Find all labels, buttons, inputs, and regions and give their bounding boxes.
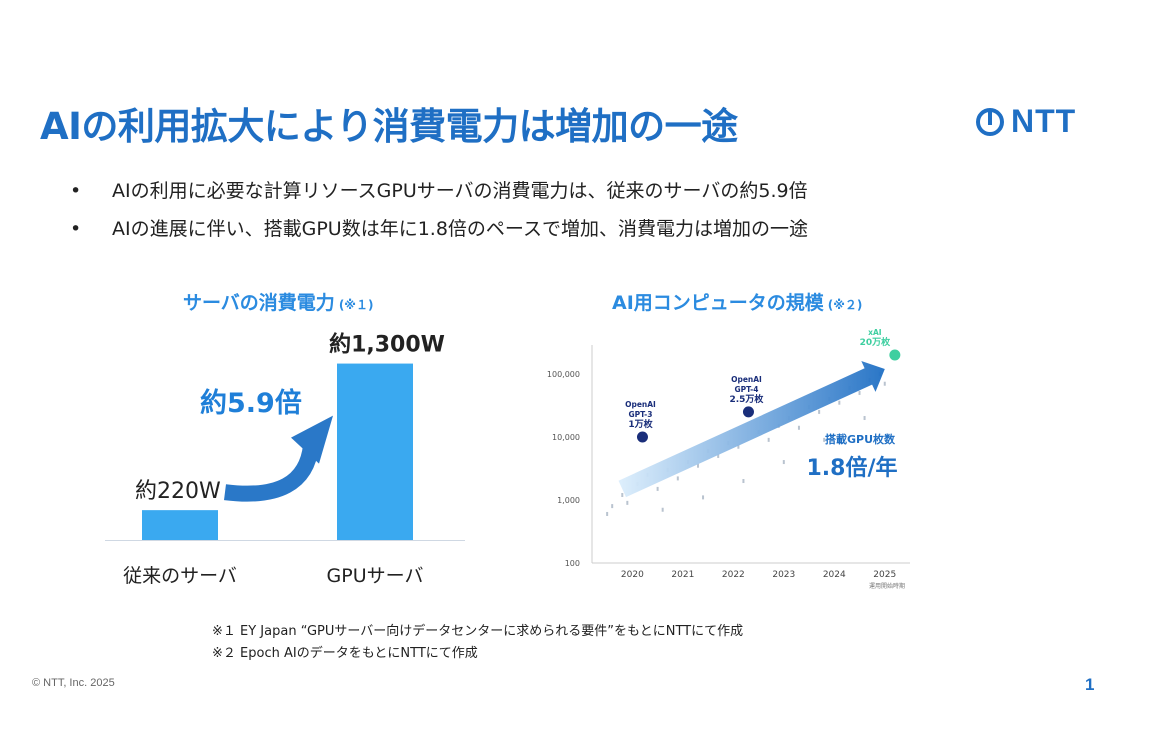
ntt-logo: NTT: [975, 103, 1076, 140]
x-tick-label: 2023: [772, 570, 795, 580]
data-point: [697, 463, 699, 468]
x-tick-label: 2024: [823, 570, 846, 580]
x-axis-note: 運用開始時期: [869, 582, 905, 590]
data-point: [818, 409, 821, 414]
data-label: 約220W: [135, 479, 221, 504]
ratio-annotation: 約5.9倍: [200, 387, 302, 419]
highlight-point: [742, 406, 754, 418]
y-tick-label: 100,000: [547, 370, 580, 379]
data-point: [863, 416, 866, 421]
data-point: [621, 493, 624, 498]
x-tick-label: 2025: [873, 570, 896, 580]
slide-title: AIの利用拡大により消費電力は増加の一途: [40, 105, 738, 148]
data-point: [823, 437, 826, 442]
bullet-item: AIの進展に伴い、搭載GPU数は年に1.8倍のペースで増加、消費電力は増加の一途: [70, 210, 808, 248]
data-point: [858, 390, 861, 395]
data-label: 約1,300W: [329, 332, 445, 358]
data-point: [626, 500, 629, 505]
data-point: [606, 511, 609, 516]
data-point: [661, 507, 664, 512]
data-point: [676, 476, 679, 481]
highlight-label: GPT-3: [628, 410, 652, 419]
right-chart-title-text: AI用コンピュータの規模: [612, 292, 824, 314]
x-tick-label: 2022: [722, 570, 745, 580]
category-label: GPUサーバ: [327, 565, 424, 587]
bullet-list: AIの利用に必要な計算リソースGPUサーバの消費電力は、従来のサーバの約5.9倍…: [70, 172, 808, 248]
trend-label: 搭載GPU枚数: [825, 432, 896, 446]
bar: [337, 363, 413, 540]
data-point: [717, 453, 720, 458]
data-point: [838, 400, 841, 405]
bullet-item: AIの利用に必要な計算リソースGPUサーバの消費電力は、従来のサーバの約5.9倍: [70, 172, 808, 210]
data-point: [656, 486, 659, 491]
bar: [142, 510, 218, 540]
data-point: [611, 504, 614, 509]
right-chart-title-note: (※２): [827, 298, 863, 312]
growth-arrow-head: [291, 415, 333, 464]
y-tick-label: 100: [565, 559, 580, 568]
highlight-label: GPT-4: [734, 385, 758, 394]
data-point: [797, 425, 800, 430]
highlight-label: 1万枚: [628, 418, 653, 430]
data-point: [883, 381, 886, 386]
highlight-label: xAI: [868, 328, 882, 337]
data-point: [782, 460, 785, 465]
x-tick-label: 2021: [671, 570, 694, 580]
trend-rate: 1.8倍/年: [806, 455, 897, 481]
highlight-label: 20万枚: [860, 336, 892, 348]
gpu-scale-scatter-chart: 100 1,000 10,000 100,000 2020 2021 2022 2023 202…: [547, 328, 910, 590]
data-point: [737, 444, 740, 449]
footnotes: ※１ EY Japan “GPUサーバー向けデータセンターに求められる要件”をも…: [212, 621, 743, 665]
y-tick-label: 1,000: [557, 496, 580, 505]
data-point: [767, 437, 770, 442]
footnote-2: ※２ Epoch AIのデータをもとにNTTにて作成: [212, 646, 478, 661]
right-chart-title: AI用コンピュータの規模 (※２): [612, 288, 862, 315]
data-point: [742, 479, 745, 484]
left-chart-title-text: サーバの消費電力: [183, 292, 335, 314]
highlight-label: OpenAI: [625, 400, 656, 409]
power-bar-chart: 従来のサーバ GPUサーバ 約220W 約1,300W 約5.9倍: [105, 332, 465, 587]
page-number: 1: [1085, 675, 1095, 694]
category-label: 従来のサーバ: [123, 565, 237, 587]
copyright: © NTT, Inc. 2025: [32, 677, 115, 689]
y-tick-label: 10,000: [552, 433, 580, 442]
footnote-1: ※１ EY Japan “GPUサーバー向けデータセンターに求められる要件”をも…: [212, 624, 744, 639]
data-point: [702, 495, 705, 500]
growth-arrow-shaft: [224, 444, 319, 502]
ntt-logo-text: NTT: [1011, 103, 1077, 139]
left-chart-title: サーバの消費電力 (※１): [183, 288, 373, 315]
left-chart-title-note: (※１): [338, 298, 374, 312]
highlight-label: 2.5万枚: [729, 393, 764, 405]
x-tick-label: 2020: [621, 570, 644, 580]
ntt-logo-icon: [976, 107, 1004, 136]
highlight-point: [889, 349, 901, 361]
highlight-point: [636, 431, 648, 443]
trend-arrow: [618, 361, 885, 498]
highlight-label: OpenAI: [731, 375, 762, 384]
